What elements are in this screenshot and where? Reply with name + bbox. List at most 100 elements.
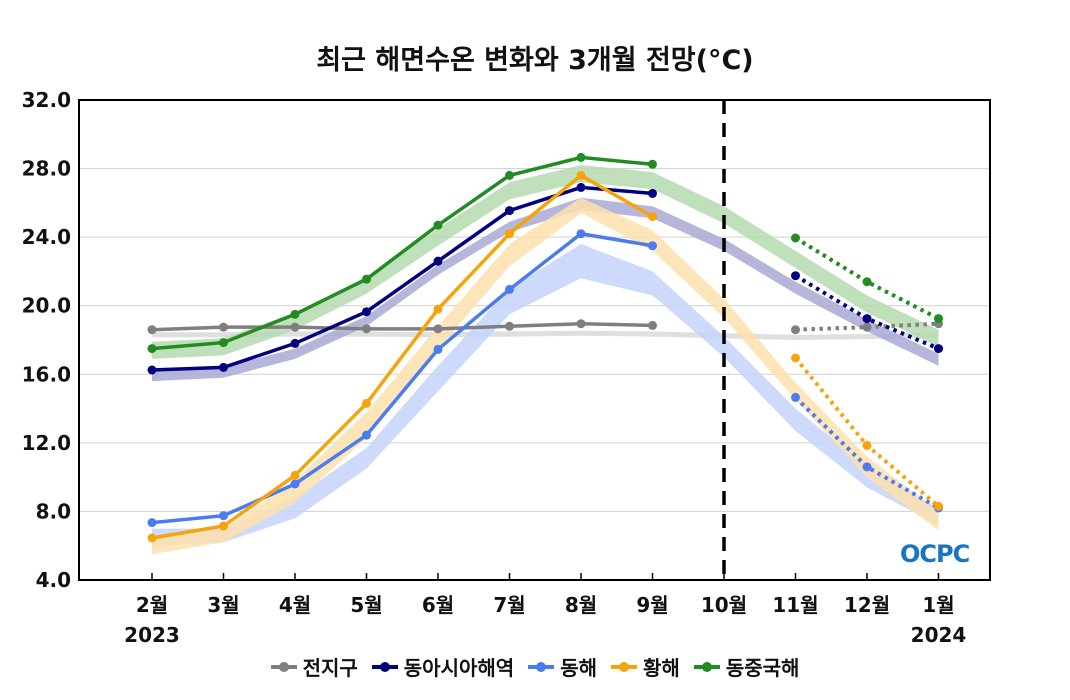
x-tick-label: 5월 xyxy=(350,593,382,617)
legend-label: 황해 xyxy=(643,656,680,680)
y-tick-label: 28.0 xyxy=(22,157,71,181)
x-tick-label: 3월 xyxy=(207,593,239,617)
data-point xyxy=(862,462,872,472)
year-label-start: 2023 xyxy=(124,623,180,647)
y-tick-label: 4.0 xyxy=(36,568,71,592)
data-point xyxy=(576,170,586,180)
data-point xyxy=(791,325,800,335)
data-point xyxy=(934,344,943,354)
data-point xyxy=(791,233,800,243)
legend-marker xyxy=(693,661,720,672)
data-point xyxy=(290,479,300,489)
legend-marker xyxy=(371,661,398,672)
data-point xyxy=(362,274,371,284)
data-point xyxy=(862,277,872,287)
data-point xyxy=(934,501,943,511)
y-tick-label: 32.0 xyxy=(22,88,71,112)
data-point xyxy=(505,229,514,239)
data-point xyxy=(362,430,371,440)
data-point xyxy=(433,256,443,266)
x-tick-label: 6월 xyxy=(422,593,454,617)
data-point xyxy=(862,314,872,324)
y-tick-label: 20.0 xyxy=(22,294,71,318)
legend-marker xyxy=(528,661,555,672)
legend: 전지구 동아시아해역 동해 황해 동중국해 xyxy=(0,652,1070,681)
data-point xyxy=(290,338,300,348)
data-point xyxy=(648,320,657,330)
data-point xyxy=(505,170,514,180)
data-point xyxy=(505,206,514,216)
x-tick-label: 9월 xyxy=(636,593,668,617)
ocpc-logo: OCPC xyxy=(900,540,970,568)
climatology-band-황해 xyxy=(152,197,939,555)
data-point xyxy=(362,324,371,334)
data-point xyxy=(219,362,228,372)
data-point xyxy=(576,229,586,239)
data-point xyxy=(219,322,228,332)
x-tick-label: 8월 xyxy=(565,593,597,617)
data-point xyxy=(362,398,371,408)
observed-line-동아시아해역 xyxy=(151,185,653,372)
data-point xyxy=(433,344,443,354)
observed-line-동해 xyxy=(151,231,653,525)
data-point xyxy=(147,533,157,543)
observed-line-동중국해 xyxy=(151,155,653,351)
data-point xyxy=(433,220,443,230)
observed-line-황해 xyxy=(151,173,654,540)
data-point xyxy=(505,284,514,294)
legend-marker xyxy=(270,661,297,672)
forecast-line-동중국해 xyxy=(794,236,940,321)
x-tick-label: 10월 xyxy=(701,593,747,617)
y-tick-label: 12.0 xyxy=(22,431,71,455)
legend-marker xyxy=(611,661,637,672)
x-tick-label: 4월 xyxy=(279,593,311,617)
data-point xyxy=(290,470,300,480)
legend-item: 동해 xyxy=(528,652,597,681)
data-point xyxy=(433,304,443,314)
legend-label: 동해 xyxy=(560,656,597,680)
plot-frame xyxy=(78,99,991,581)
data-point xyxy=(147,325,157,335)
x-tick-label: 7월 xyxy=(493,593,525,617)
data-point xyxy=(147,365,157,375)
data-point xyxy=(576,152,586,162)
data-point xyxy=(362,307,371,317)
legend-item: 동아시아해역 xyxy=(371,652,515,681)
legend-label: 전지구 xyxy=(302,656,358,680)
data-point xyxy=(219,338,228,348)
year-label-end: 2024 xyxy=(911,623,967,647)
data-point xyxy=(791,271,800,281)
data-point xyxy=(219,511,228,521)
data-point xyxy=(648,159,657,169)
legend-label: 동아시아해역 xyxy=(403,656,515,680)
forecast-line-동해 xyxy=(794,395,940,510)
legend-item: 전지구 xyxy=(270,652,358,681)
data-point xyxy=(791,392,800,402)
y-tick-label: 24.0 xyxy=(22,225,71,249)
chart-title: 최근 해면수온 변화와 3개월 전망(°C) xyxy=(316,45,754,76)
climatology-band-동해 xyxy=(152,244,939,546)
data-point xyxy=(648,212,657,222)
data-point xyxy=(791,353,800,363)
data-point xyxy=(433,324,443,334)
data-point xyxy=(862,440,872,450)
legend-item: 동중국해 xyxy=(693,652,800,681)
x-tick-label: 11월 xyxy=(772,593,818,617)
data-point xyxy=(862,322,872,332)
y-tick-label: 8.0 xyxy=(36,499,71,523)
data-point xyxy=(147,518,157,528)
legend-label: 동중국해 xyxy=(725,656,800,680)
data-point xyxy=(934,314,943,324)
data-point xyxy=(648,241,657,251)
x-tick-label: 2월 xyxy=(136,593,168,617)
data-point xyxy=(290,322,300,332)
data-point xyxy=(505,321,514,331)
data-point xyxy=(290,309,300,319)
data-point xyxy=(576,182,586,192)
data-point xyxy=(219,521,228,531)
data-point xyxy=(576,319,586,329)
legend-item: 황해 xyxy=(611,652,680,681)
observed-line-전지구 xyxy=(151,321,653,332)
x-tick-label: 12월 xyxy=(844,593,890,617)
